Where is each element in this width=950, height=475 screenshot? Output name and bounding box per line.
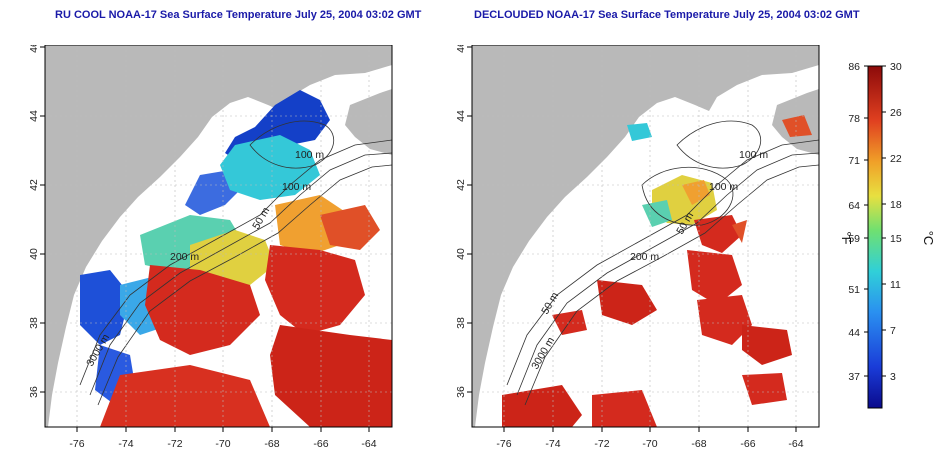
x-tick-label: -68: [264, 438, 279, 450]
x-tick-label: -70: [215, 438, 230, 450]
land-mass: [472, 45, 819, 427]
celsius-tick: 18: [890, 199, 902, 211]
fahrenheit-unit-label: °F: [839, 231, 854, 244]
contour-label: 200 m: [170, 251, 199, 263]
fahrenheit-tick: 44: [848, 327, 860, 339]
x-tick-label: -74: [545, 438, 560, 450]
fahrenheit-tick: 71: [848, 155, 860, 167]
x-tick-label: -72: [167, 438, 182, 450]
left-sst-map: 100 m 100 m 50 m 200 m 3000 m 46 44 42 4…: [28, 45, 393, 450]
contour-label: 100 m: [709, 181, 738, 193]
fahrenheit-tick: 37: [848, 371, 860, 383]
right-panel-title: DECLOUDED NOAA-17 Sea Surface Temperatur…: [474, 9, 860, 21]
contour-label: 200 m: [630, 251, 659, 263]
x-tick-label: -64: [788, 438, 803, 450]
celsius-tick: 11: [890, 279, 901, 291]
x-tick-label: -72: [594, 438, 609, 450]
fahrenheit-tick: 51: [848, 284, 860, 296]
celsius-unit-label: °C: [921, 231, 936, 246]
x-tick-label: -74: [118, 438, 133, 450]
y-tick-label: 44: [455, 110, 467, 122]
contour-label: 100 m: [739, 149, 768, 161]
contour-label: 100 m: [282, 181, 311, 193]
y-tick-label: 46: [28, 45, 40, 53]
fahrenheit-tick: 64: [848, 200, 860, 212]
x-tick-label: -68: [691, 438, 706, 450]
y-tick-label: 46: [455, 45, 467, 53]
y-tick-label: 44: [28, 110, 40, 122]
y-tick-label: 42: [28, 179, 40, 191]
y-tick-label: 36: [28, 386, 40, 398]
y-tick-label: 40: [455, 248, 467, 260]
celsius-tick: 30: [890, 62, 902, 73]
x-tick-label: -66: [313, 438, 328, 450]
land-mass: [45, 45, 392, 427]
celsius-tick: 15: [890, 233, 902, 245]
left-panel-title: RU COOL NOAA-17 Sea Surface Temperature …: [55, 9, 422, 21]
celsius-tick: 7: [890, 325, 896, 337]
colorbar-gradient: [867, 65, 883, 409]
celsius-tick: 26: [890, 107, 902, 119]
fahrenheit-tick: 59: [848, 233, 860, 245]
y-tick-label: 36: [455, 386, 467, 398]
contour-label: 100 m: [295, 149, 324, 161]
x-tick-label: -70: [642, 438, 657, 450]
temperature-colorbar: 86 78 71 64 59 51 44 37 30 26 22 18 15 1…: [839, 62, 936, 409]
celsius-tick: 3: [890, 371, 896, 383]
right-sst-map: 100 m 100 m 50 m 200 m 50 m 3000 m 46 44…: [455, 45, 820, 450]
x-tick-label: -76: [496, 438, 511, 450]
y-tick-label: 38: [28, 317, 40, 329]
fahrenheit-tick: 78: [848, 113, 860, 125]
land-nova-scotia: [345, 89, 392, 155]
y-tick-label: 42: [455, 179, 467, 191]
y-tick-label: 40: [28, 248, 40, 260]
celsius-tick: 22: [890, 153, 902, 165]
x-tick-label: -64: [361, 438, 376, 450]
fahrenheit-tick: 86: [848, 62, 860, 73]
x-tick-label: -76: [69, 438, 84, 450]
y-tick-label: 38: [455, 317, 467, 329]
x-tick-label: -66: [740, 438, 755, 450]
